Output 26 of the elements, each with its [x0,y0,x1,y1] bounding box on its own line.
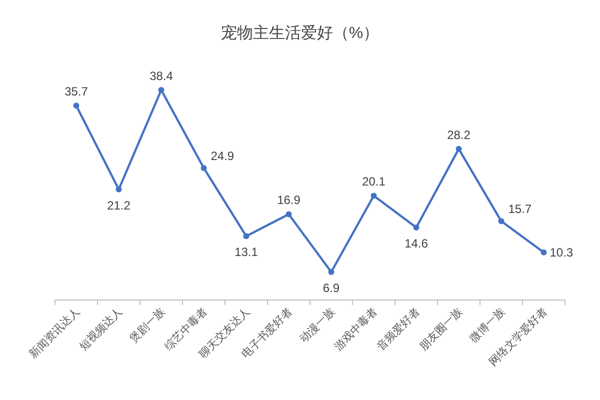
data-label: 38.4 [150,69,174,83]
point [328,269,334,275]
point [498,218,504,224]
data-label: 35.7 [64,84,88,99]
point [540,249,547,256]
point [116,186,122,192]
data-label: 16.9 [277,193,301,208]
data-label: 6.9 [322,281,340,295]
point [200,165,207,171]
point [413,224,420,231]
chart-title: 宠物主生活爱好（%） [220,24,380,42]
data-label: 14.6 [404,236,428,251]
data-label: 15.7 [508,202,532,216]
point [158,87,164,93]
point [286,211,292,218]
point [243,233,250,240]
point [73,102,80,109]
data-label: 28.2 [447,128,471,142]
data-label: 24.9 [210,149,234,163]
data-label: 10.3 [550,245,574,260]
data-label: 21.2 [107,198,131,212]
data-label: 20.1 [362,174,386,189]
point [370,192,377,199]
data-label: 13.1 [234,245,258,260]
point [456,146,462,152]
x-tick-label: 短视频达人 [76,304,125,354]
